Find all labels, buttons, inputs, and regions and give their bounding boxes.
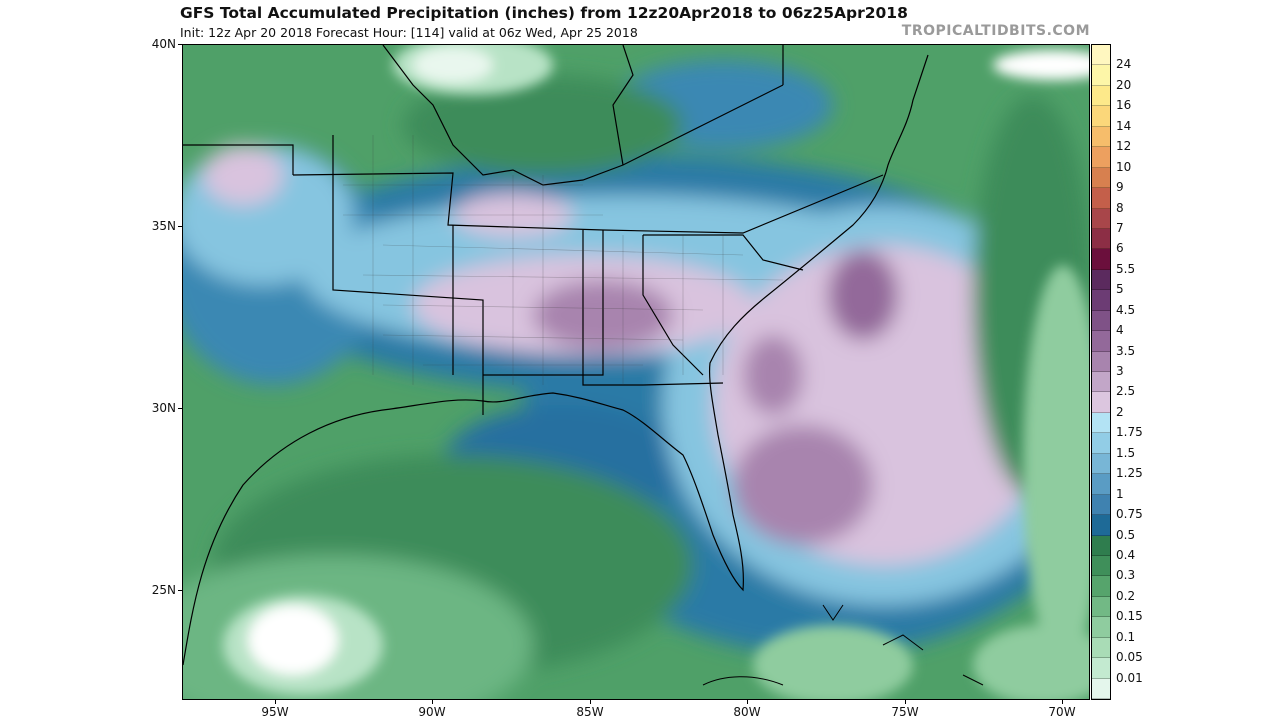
- precip-colorbar: [1091, 44, 1111, 700]
- colorbar-label: 14: [1116, 118, 1132, 133]
- colorbar-segment: [1092, 372, 1110, 393]
- lon-tick-80w: [747, 700, 748, 704]
- colorbar-segment: [1092, 494, 1110, 516]
- lon-tick-85w: [590, 700, 591, 704]
- colorbar-label: 4.5: [1116, 302, 1136, 317]
- colorbar-label: 9: [1116, 180, 1124, 195]
- colorbar-segment: [1092, 555, 1110, 577]
- colorbar-segment: [1092, 269, 1110, 291]
- colorbar-segment: [1092, 617, 1110, 638]
- colorbar-label: 0.01: [1116, 670, 1143, 685]
- colorbar-label: 5: [1116, 282, 1124, 297]
- colorbar-label: 20: [1116, 77, 1132, 92]
- lon-label-90w: 90W: [418, 705, 446, 719]
- lat-tick-30n: [178, 408, 182, 409]
- lat-tick-35n: [178, 226, 182, 227]
- colorbar-label: 2.5: [1116, 384, 1136, 399]
- colorbar-segment: [1092, 147, 1110, 168]
- precipitation-map: [182, 44, 1090, 700]
- lon-label-95w: 95W: [261, 705, 289, 719]
- lon-label-85w: 85W: [576, 705, 604, 719]
- colorbar-label: 3.5: [1116, 343, 1136, 358]
- lat-tick-40n: [178, 44, 182, 45]
- colorbar-label: 7: [1116, 220, 1124, 235]
- lat-label-30n: 30N: [151, 401, 176, 415]
- lon-label-80w: 80W: [733, 705, 761, 719]
- colorbar-segment: [1092, 65, 1110, 86]
- lon-tick-95w: [275, 700, 276, 704]
- colorbar-segment: [1092, 535, 1110, 556]
- colorbar-segment: [1092, 126, 1110, 148]
- colorbar-segment: [1092, 310, 1110, 332]
- map-subtitle: Init: 12z Apr 20 2018 Forecast Hour: [11…: [180, 25, 638, 40]
- lon-label-70w: 70W: [1048, 705, 1076, 719]
- lon-tick-75w: [905, 700, 906, 704]
- colorbar-label: 0.2: [1116, 588, 1136, 603]
- colorbar-segment: [1092, 576, 1110, 597]
- colorbar-label: 16: [1116, 98, 1132, 113]
- colorbar-segment: [1092, 678, 1110, 699]
- colorbar-segment: [1092, 433, 1110, 454]
- brand-watermark: TROPICALTIDBITS.COM: [901, 23, 1090, 39]
- colorbar-segment: [1092, 392, 1110, 413]
- lon-tick-90w: [432, 700, 433, 704]
- colorbar-segment: [1092, 596, 1110, 618]
- colorbar-label: 1: [1116, 486, 1124, 501]
- colorbar-segment: [1092, 85, 1110, 107]
- colorbar-label: 1.25: [1116, 466, 1143, 481]
- colorbar-label: 0.1: [1116, 629, 1136, 644]
- colorbar-label: 3: [1116, 364, 1124, 378]
- colorbar-label: 1.75: [1116, 425, 1143, 440]
- colorbar-segment: [1092, 637, 1110, 659]
- colorbar-segment: [1092, 290, 1110, 311]
- colorbar-segment: [1092, 331, 1110, 352]
- colorbar-segment: [1092, 515, 1110, 536]
- colorbar-segment: [1092, 351, 1110, 372]
- lat-label-25n: 25N: [151, 583, 176, 597]
- lat-label-40n: 40N: [151, 37, 176, 51]
- colorbar-label: 5.5: [1116, 261, 1136, 276]
- colorbar-segment: [1092, 167, 1110, 189]
- colorbar-segment: [1092, 188, 1110, 209]
- colorbar-segment: [1092, 412, 1110, 434]
- colorbar-label: 6: [1116, 241, 1124, 256]
- colorbar-label: 0.15: [1116, 609, 1143, 624]
- colorbar-label: 4: [1116, 323, 1124, 338]
- colorbar-segment: [1092, 106, 1110, 127]
- colorbar-segment: [1092, 249, 1110, 270]
- colorbar-label: 2: [1116, 404, 1124, 419]
- colorbar-segment: [1092, 228, 1110, 250]
- colorbar-label: 1.5: [1116, 445, 1136, 460]
- colorbar-label: 0.4: [1116, 547, 1136, 562]
- colorbar-label: 0.75: [1116, 507, 1143, 522]
- colorbar-label: 24: [1116, 57, 1132, 72]
- colorbar-segment: [1092, 453, 1110, 475]
- lon-label-75w: 75W: [891, 705, 919, 719]
- lat-label-35n: 35N: [151, 219, 176, 233]
- colorbar-label: 0.3: [1116, 568, 1136, 583]
- lat-tick-25n: [178, 590, 182, 591]
- colorbar-label: 0.05: [1116, 650, 1143, 665]
- colorbar-label: 8: [1116, 200, 1124, 215]
- colorbar-label: 0.5: [1116, 527, 1136, 542]
- colorbar-segment: [1092, 474, 1110, 495]
- map-title: GFS Total Accumulated Precipitation (inc…: [180, 4, 908, 22]
- colorbar-label: 12: [1116, 139, 1132, 154]
- colorbar-label: 10: [1116, 159, 1132, 174]
- colorbar-segment: [1092, 208, 1110, 229]
- colorbar-segment: [1092, 658, 1110, 679]
- lon-tick-70w: [1062, 700, 1063, 704]
- colorbar-segment-top: [1092, 45, 1110, 66]
